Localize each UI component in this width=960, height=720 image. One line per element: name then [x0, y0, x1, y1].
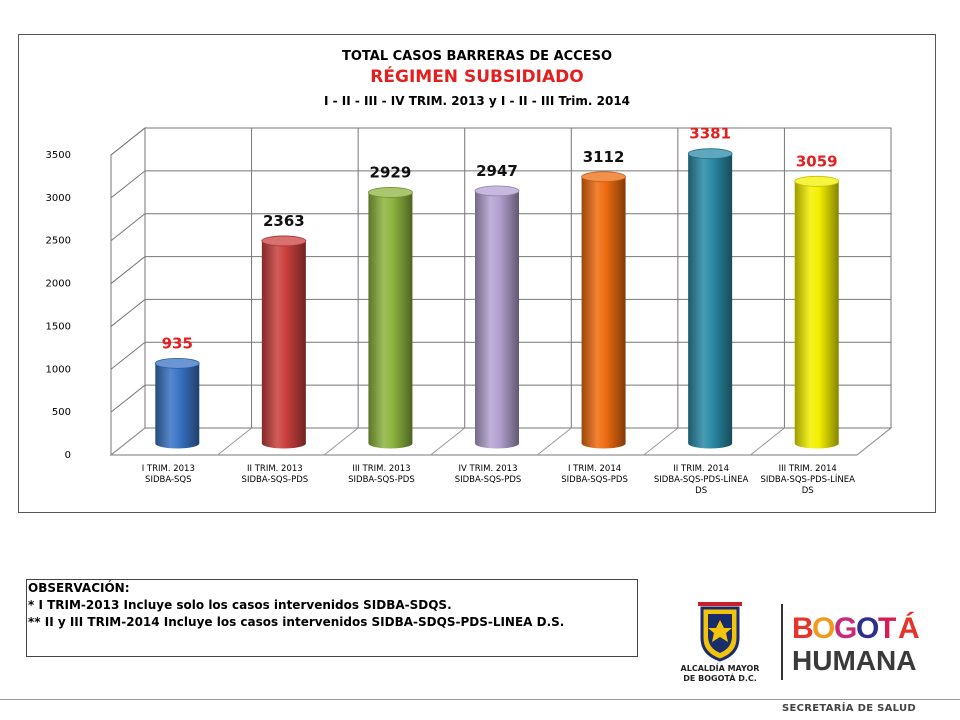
chart-title: TOTAL CASOS BARRERAS DE ACCESO — [341, 49, 613, 64]
x-tick-label: I TRIM. 2014 — [568, 464, 621, 474]
alcaldia-line-2: DE BOGOTÁ D.C. — [683, 672, 757, 683]
plot-side-wall — [110, 126, 146, 457]
bogota-letter: Á — [898, 611, 920, 645]
gridline-side — [110, 299, 146, 327]
floor-divider — [750, 427, 785, 456]
bogota-letter: B — [792, 612, 814, 645]
observation-note-1: * I TRIM-2013 Incluye solo los casos int… — [28, 598, 452, 612]
gridline-side — [110, 341, 146, 370]
y-tick-label: 1500 — [46, 321, 71, 332]
floor-divider — [856, 427, 892, 456]
bogota-letter: T — [878, 612, 896, 645]
bar-7-top — [794, 175, 840, 187]
bar-6-top — [687, 148, 733, 160]
observation-heading: OBSERVACIÓN: — [28, 581, 130, 595]
x-tick-label: SIDBA-SQS-PDS-LÍNEA — [760, 473, 855, 485]
data-label-5: 3112 — [583, 148, 625, 166]
bar-4-top — [474, 185, 520, 197]
bar-4 — [475, 190, 519, 449]
bar-1 — [155, 363, 200, 449]
x-tick-label: III TRIM. 2013 — [352, 464, 410, 474]
floor-divider — [430, 427, 466, 456]
x-tick-label: II TRIM. 2014 — [673, 464, 729, 474]
footer-secretaria: SECRETARÍA DE SALUD — [781, 703, 916, 714]
bar-chart-plot: 0 500 1000 1500 2000 2500 3000 3500 935 I TRIM. 2… — [46, 125, 893, 496]
y-tick-label: 2500 — [46, 236, 71, 247]
gridline-side — [110, 256, 146, 284]
floor-divider — [323, 427, 359, 456]
data-label-3: 2929 — [370, 163, 412, 181]
data-label-6: 3381 — [689, 125, 731, 143]
bar-7 — [794, 181, 839, 449]
x-tick-label: I TRIM. 2013 — [142, 464, 195, 474]
logo-divider — [781, 604, 783, 680]
y-tick-label: 1000 — [46, 364, 71, 375]
floor-divider — [643, 427, 679, 456]
bar-3-top — [368, 187, 413, 198]
data-label-7: 3059 — [796, 152, 838, 170]
x-tick-label: SIDBA-SQS-PDS-LÍNEA — [654, 473, 749, 485]
chart-frame: TOTAL CASOS BARRERAS DE ACCESO RÉGIMEN S… — [18, 34, 936, 513]
x-tick-label: III TRIM. 2014 — [779, 464, 837, 474]
floor-divider — [217, 427, 252, 456]
chart-subtitle: RÉGIMEN SUBSIDIADO — [370, 67, 584, 87]
bar-5-top — [581, 171, 626, 183]
x-tick-label: SIDBA-SQS — [145, 475, 191, 485]
bar-3 — [368, 192, 413, 449]
bar-5 — [581, 176, 626, 449]
x-tick-label: SIDBA-SQS-PDS — [348, 475, 415, 485]
alcaldia-line-1: ALCALDÍA MAYOR — [681, 662, 760, 673]
chart-period-subtitle: I - II - III - IV TRIM. 2013 y I - II - … — [323, 94, 631, 108]
gridline-side — [110, 127, 146, 156]
x-tick-label: SIDBA-SQS-PDS — [561, 475, 628, 485]
bar-2 — [261, 240, 306, 449]
gridline-side — [110, 384, 146, 413]
floor-divider — [110, 427, 146, 456]
bar-2-top — [261, 235, 307, 247]
observation-box: OBSERVACIÓN: * I TRIM-2013 Incluye solo … — [26, 579, 638, 657]
bar-6 — [688, 153, 733, 449]
y-tick-label: 3000 — [46, 193, 71, 204]
logos-svg: ALCALDÍA MAYOR DE BOGOTÁ D.C. BOGOT ÁHUMA… — [681, 602, 920, 683]
gridline-side — [110, 213, 146, 242]
x-tick-label: DS — [695, 486, 707, 496]
coat-of-arms-logo — [698, 602, 742, 662]
x-tick-label: SIDBA-SQS-PDS — [455, 475, 522, 485]
x-tick-label: SIDBA-SQS-PDS — [242, 475, 309, 485]
data-label-4: 2947 — [476, 162, 518, 180]
humana-word: HUMANA — [792, 645, 916, 676]
bar-1-top — [154, 357, 200, 369]
gridline-side — [110, 170, 146, 199]
x-tick-label: DS — [802, 486, 814, 496]
y-tick-label: 500 — [52, 407, 71, 418]
footer-rule — [0, 699, 960, 700]
y-tick-label: 3500 — [46, 150, 71, 161]
x-tick-label: IV TRIM. 2013 — [459, 464, 518, 474]
floor-divider — [536, 427, 572, 456]
data-label-2: 2363 — [263, 212, 305, 230]
data-label-1: 935 — [162, 334, 193, 352]
bogota-letter: G — [834, 612, 857, 645]
observation-note-2: ** II y III TRIM-2014 Incluye los casos … — [28, 615, 565, 629]
bogota-letter: O — [812, 612, 835, 645]
x-tick-label: II TRIM. 2013 — [247, 464, 303, 474]
y-tick-label: 0 — [65, 450, 71, 461]
bogota-letter: O — [856, 612, 879, 645]
y-tick-label: 2000 — [46, 279, 71, 290]
logo-area: ALCALDÍA MAYOR DE BOGOTÁ D.C. B O G O T Á HUMA… — [680, 600, 940, 690]
